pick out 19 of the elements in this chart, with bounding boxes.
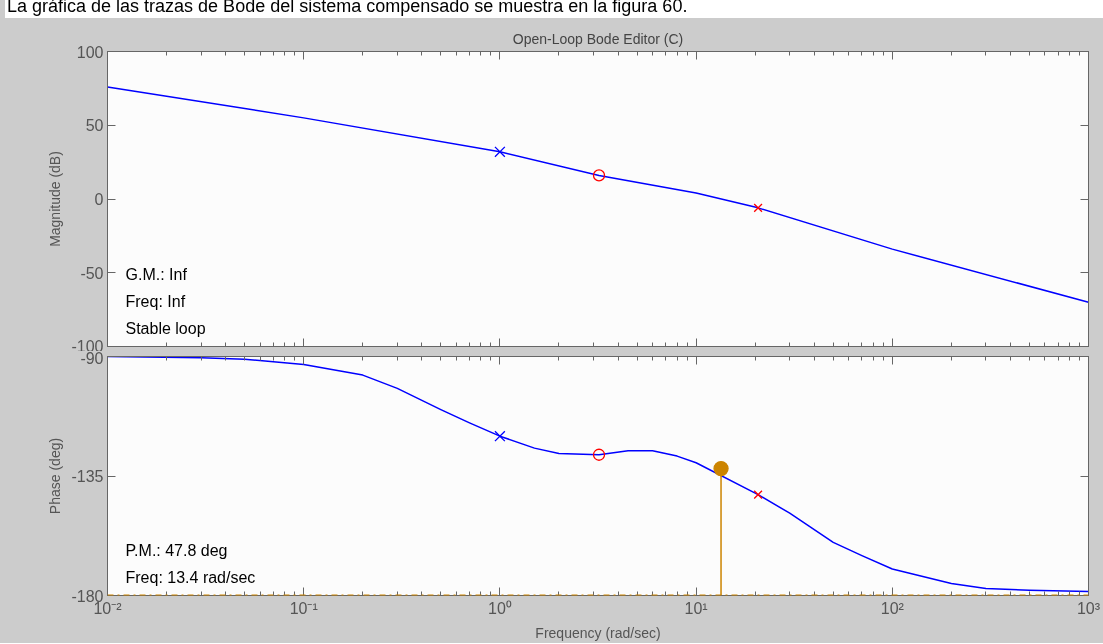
x-axis-title: Frequency (rad/sec) bbox=[535, 624, 661, 641]
x-tick-label: 10² bbox=[880, 599, 905, 617]
annotation: Freq: 13.4 rad/sec bbox=[125, 568, 256, 586]
chart-title: Open-Loop Bode Editor (C) bbox=[512, 30, 684, 47]
y-tick-label: 100 bbox=[76, 43, 104, 61]
annotation: Stable loop bbox=[125, 319, 206, 337]
x-tick-label: 10⁰ bbox=[488, 599, 512, 617]
x-tick-label: 10³ bbox=[1076, 599, 1101, 617]
y-tick-label: 0 bbox=[94, 191, 104, 208]
y-tick-label: -50 bbox=[80, 264, 104, 282]
annotation: Freq: Inf bbox=[125, 292, 186, 310]
x-tick-label: 10⁻¹ bbox=[289, 599, 318, 617]
y-axis-title: Magnitude (dB) bbox=[47, 151, 64, 247]
y-axis-title: Phase (deg) bbox=[47, 437, 64, 515]
x-tick-label: 10¹ bbox=[684, 599, 708, 617]
annotation: P.M.: 47.8 deg bbox=[125, 541, 228, 559]
annotation: G.M.: Inf bbox=[125, 265, 188, 283]
y-tick-label: -135 bbox=[71, 468, 104, 485]
y-tick-label: 50 bbox=[85, 117, 104, 135]
